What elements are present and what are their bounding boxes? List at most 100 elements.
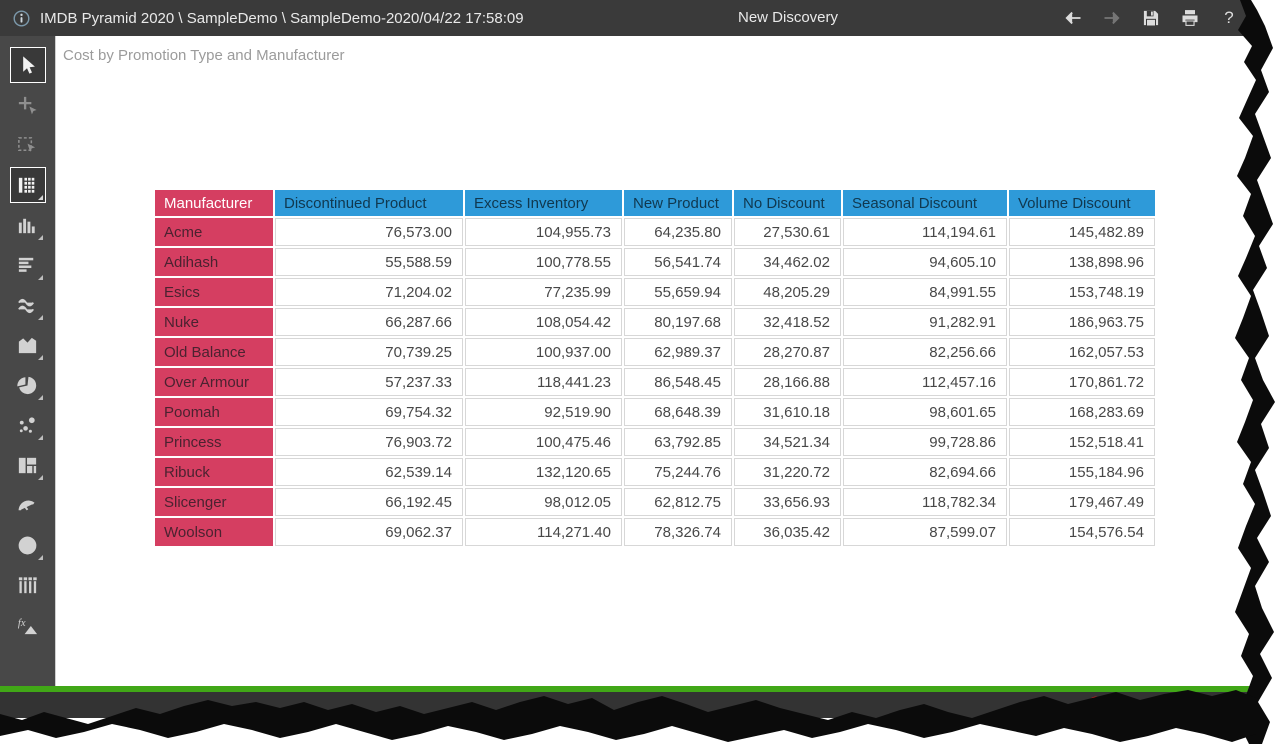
data-cell[interactable]: 27,530.61	[734, 218, 841, 246]
row-header[interactable]: Over Armour	[155, 368, 273, 396]
data-cell[interactable]: 114,194.61	[843, 218, 1007, 246]
column-header[interactable]: Volume Discount	[1009, 190, 1155, 216]
data-cell[interactable]: 31,220.72	[734, 458, 841, 486]
data-cell[interactable]: 68,648.39	[624, 398, 732, 426]
row-header[interactable]: Woolson	[155, 518, 273, 546]
data-cell[interactable]: 92,519.90	[465, 398, 622, 426]
data-cell[interactable]: 98,012.05	[465, 488, 622, 516]
alert-badge-icon[interactable]	[1086, 695, 1106, 715]
data-cell[interactable]: 66,192.45	[275, 488, 463, 516]
data-cell[interactable]: 100,937.00	[465, 338, 622, 366]
data-cell[interactable]: 64,235.80	[624, 218, 732, 246]
tool-gauge-chart[interactable]	[10, 487, 46, 523]
column-header[interactable]: Discontinued Product	[275, 190, 463, 216]
print-button[interactable]	[1179, 7, 1201, 29]
data-cell[interactable]: 34,521.34	[734, 428, 841, 456]
tool-column-chart[interactable]	[10, 207, 46, 243]
data-cell[interactable]: 86,548.45	[624, 368, 732, 396]
row-header[interactable]: Old Balance	[155, 338, 273, 366]
data-cell[interactable]: 100,475.46	[465, 428, 622, 456]
data-cell[interactable]: 75,244.76	[624, 458, 732, 486]
tool-line-chart[interactable]	[10, 287, 46, 323]
data-cell[interactable]: 152,518.41	[1009, 428, 1155, 456]
data-cell[interactable]: 56,541.74	[624, 248, 732, 276]
data-cell[interactable]: 34,462.02	[734, 248, 841, 276]
tool-formula[interactable]: fx	[10, 607, 46, 643]
data-cell[interactable]: 138,898.96	[1009, 248, 1155, 276]
data-cell[interactable]: 78,326.74	[624, 518, 732, 546]
data-cell[interactable]: 55,659.94	[624, 278, 732, 306]
data-cell[interactable]: 28,270.87	[734, 338, 841, 366]
data-cell[interactable]: 132,120.65	[465, 458, 622, 486]
data-cell[interactable]: 104,955.73	[465, 218, 622, 246]
data-cell[interactable]: 28,166.88	[734, 368, 841, 396]
data-cell[interactable]: 62,812.75	[624, 488, 732, 516]
data-cell[interactable]: 186,963.75	[1009, 308, 1155, 336]
data-cell[interactable]: 98,601.65	[843, 398, 1007, 426]
sync-icon[interactable]	[1153, 695, 1173, 715]
data-cell[interactable]: 118,782.34	[843, 488, 1007, 516]
row-header[interactable]: Slicenger	[155, 488, 273, 516]
tool-map-chart[interactable]	[10, 527, 46, 563]
row-header[interactable]: Adihash	[155, 248, 273, 276]
data-cell[interactable]: 82,694.66	[843, 458, 1007, 486]
tool-treemap-chart[interactable]	[10, 447, 46, 483]
data-cell[interactable]: 99,728.86	[843, 428, 1007, 456]
tool-add-select[interactable]	[10, 87, 46, 123]
data-cell[interactable]: 100,778.55	[465, 248, 622, 276]
row-dimension-header[interactable]: Manufacturer	[155, 190, 273, 216]
data-cell[interactable]: 71,204.02	[275, 278, 463, 306]
row-header[interactable]: Princess	[155, 428, 273, 456]
data-cell[interactable]: 55,588.59	[275, 248, 463, 276]
data-cell[interactable]: 153,748.19	[1009, 278, 1155, 306]
data-cell[interactable]: 114,271.40	[465, 518, 622, 546]
column-header[interactable]: New Product	[624, 190, 732, 216]
row-header[interactable]: Nuke	[155, 308, 273, 336]
data-cell[interactable]: 84,991.55	[843, 278, 1007, 306]
data-cell[interactable]: 170,861.72	[1009, 368, 1155, 396]
data-cell[interactable]: 82,256.66	[843, 338, 1007, 366]
column-header[interactable]: Excess Inventory	[465, 190, 622, 216]
tool-pie-chart[interactable]	[10, 367, 46, 403]
data-cell[interactable]: 168,283.69	[1009, 398, 1155, 426]
data-cell[interactable]: 162,057.53	[1009, 338, 1155, 366]
row-header[interactable]: Poomah	[155, 398, 273, 426]
tool-marquee-select[interactable]	[10, 127, 46, 163]
data-cell[interactable]: 48,205.29	[734, 278, 841, 306]
data-cell[interactable]: 87,599.07	[843, 518, 1007, 546]
tool-pointer-select[interactable]	[9, 47, 46, 83]
tool-grid-view[interactable]	[9, 167, 46, 203]
data-cell[interactable]: 69,062.37	[275, 518, 463, 546]
data-cell[interactable]: 94,605.10	[843, 248, 1007, 276]
data-cell[interactable]: 69,754.32	[275, 398, 463, 426]
forward-arrow-button[interactable]	[1101, 7, 1123, 29]
data-cell[interactable]: 179,467.49	[1009, 488, 1155, 516]
help-button[interactable]: ?	[1218, 7, 1240, 29]
tool-slicer[interactable]	[10, 567, 46, 603]
data-cell[interactable]: 77,235.99	[465, 278, 622, 306]
data-cell[interactable]: 62,989.37	[624, 338, 732, 366]
data-cell[interactable]: 154,576.54	[1009, 518, 1155, 546]
row-header[interactable]: Ribuck	[155, 458, 273, 486]
data-cell[interactable]: 32,418.52	[734, 308, 841, 336]
data-cell[interactable]: 62,539.14	[275, 458, 463, 486]
data-cell[interactable]: 76,903.72	[275, 428, 463, 456]
row-header[interactable]: Esics	[155, 278, 273, 306]
data-cell[interactable]: 70,739.25	[275, 338, 463, 366]
data-cell[interactable]: 36,035.42	[734, 518, 841, 546]
column-header[interactable]: No Discount	[734, 190, 841, 216]
column-header[interactable]: Seasonal Discount	[843, 190, 1007, 216]
row-header[interactable]: Acme	[155, 218, 273, 246]
data-cell[interactable]: 112,457.16	[843, 368, 1007, 396]
data-cell[interactable]: 57,237.33	[275, 368, 463, 396]
info-icon[interactable]	[12, 9, 31, 28]
back-arrow-button[interactable]	[1062, 7, 1084, 29]
data-cell[interactable]: 118,441.23	[465, 368, 622, 396]
data-cell[interactable]: 31,610.18	[734, 398, 841, 426]
tool-scatter-chart[interactable]	[10, 407, 46, 443]
loading-icon[interactable]	[1187, 694, 1209, 716]
tool-area-chart[interactable]	[10, 327, 46, 363]
tool-bar-chart[interactable]	[10, 247, 46, 283]
data-cell[interactable]: 145,482.89	[1009, 218, 1155, 246]
data-cell[interactable]: 155,184.96	[1009, 458, 1155, 486]
